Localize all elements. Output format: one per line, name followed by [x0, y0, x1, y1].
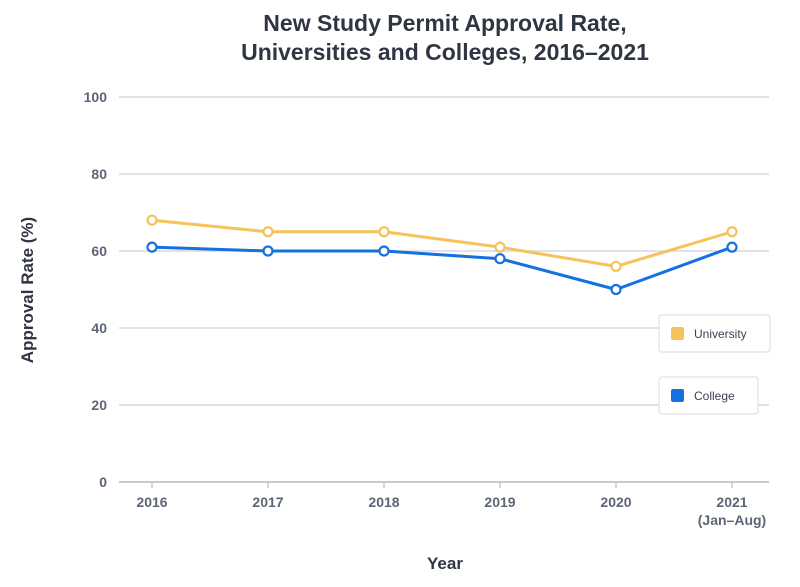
legend: University College — [658, 314, 771, 415]
college-point — [262, 245, 274, 257]
x-tick-label: 2016 — [136, 494, 167, 510]
series-lines — [146, 214, 738, 296]
x-tick-label: 2019 — [484, 494, 515, 510]
y-tick-label: 40 — [91, 320, 107, 336]
college-point — [610, 283, 622, 296]
x-tick-label: 2020 — [600, 494, 631, 510]
y-tick-label: 80 — [91, 166, 107, 182]
x-tick-label: 2021 — [716, 494, 747, 510]
university-line — [150, 218, 734, 268]
university-point — [378, 226, 390, 238]
chart-title-line-2: Universities and Colleges, 2016–2021 — [241, 39, 649, 65]
university-point — [610, 260, 622, 272]
university-point — [726, 226, 738, 238]
college-point — [378, 245, 390, 257]
college-point — [146, 241, 158, 253]
college-point — [726, 241, 738, 253]
chart-title-line-1: New Study Permit Approval Rate, — [263, 10, 626, 36]
y-tick-label: 0 — [99, 474, 107, 490]
x-tick-sublabel: (Jan–Aug) — [698, 512, 766, 528]
legend-college-swatch — [671, 389, 684, 402]
college-point — [494, 253, 506, 265]
gridlines — [119, 96, 769, 483]
y-tick-label: 20 — [91, 397, 107, 413]
y-tick-label: 60 — [91, 243, 107, 259]
legend-university-label: University — [694, 327, 747, 341]
y-axis-label: Approval Rate (%) — [18, 217, 37, 363]
x-axis-ticks: 2016 2017 2018 2019 2020 2021 (Jan–Aug) — [136, 482, 766, 528]
university-point — [494, 241, 506, 253]
college-line — [150, 245, 734, 291]
y-axis-ticks: 0 20 40 60 80 100 — [84, 89, 108, 490]
y-tick-label: 100 — [84, 89, 108, 105]
legend-university-box — [658, 314, 771, 353]
x-tick-label: 2018 — [368, 494, 399, 510]
legend-university-swatch — [671, 327, 684, 340]
university-point — [262, 226, 274, 238]
legend-college-label: College — [694, 389, 735, 403]
x-axis-label: Year — [427, 554, 463, 573]
legend-college-box — [658, 376, 759, 415]
x-tick-label: 2017 — [252, 494, 283, 510]
university-point — [146, 214, 158, 226]
